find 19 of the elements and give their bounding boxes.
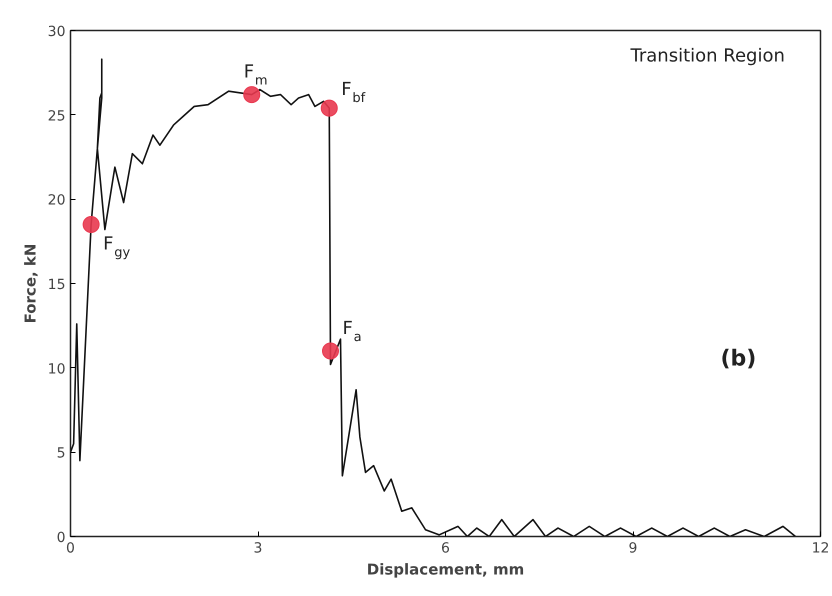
x-tick-label: 3: [254, 540, 262, 556]
y-tick-label: 5: [56, 446, 66, 462]
point: [243, 86, 260, 104]
x-tick-label: 9: [628, 540, 638, 556]
y-tick-label: 25: [48, 108, 66, 124]
point: [322, 342, 339, 360]
x-tick-label: 12: [812, 540, 830, 556]
point: [320, 100, 338, 117]
x-axis-title: Displacement, mm: [366, 560, 524, 578]
point: [82, 216, 100, 233]
y-tick-label: 0: [56, 530, 66, 546]
y-axis-title: Force, kN: [22, 244, 40, 324]
y-tick-label: 10: [48, 361, 66, 378]
y-tick-label: 15: [48, 277, 66, 293]
x-tick-label: 6: [441, 540, 450, 556]
annotation: (b): [720, 346, 756, 372]
annotation: Transition Region: [630, 46, 785, 66]
y-tick-label: 30: [48, 24, 66, 40]
y-tick-label: 20: [48, 192, 66, 209]
